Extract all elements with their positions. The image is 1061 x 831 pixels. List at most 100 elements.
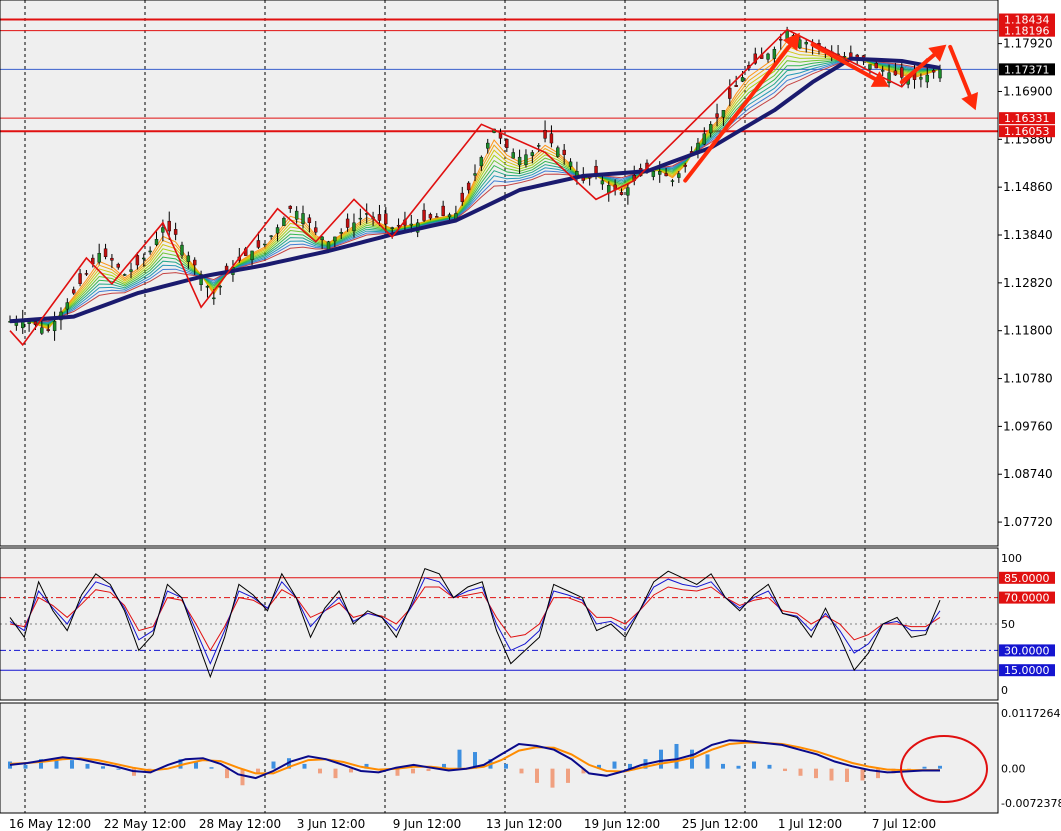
bear-candle xyxy=(33,321,38,326)
bear-candle xyxy=(683,164,687,167)
bull-candle xyxy=(40,327,44,334)
bear-candle xyxy=(549,133,554,144)
macd-bar-positive xyxy=(674,743,679,769)
macd-bar-negative xyxy=(783,768,787,772)
macd-bar-positive xyxy=(690,749,694,769)
bull-candle xyxy=(517,156,522,166)
bull-candle xyxy=(212,297,216,300)
bull-candle xyxy=(658,171,662,175)
price-level-label-bg xyxy=(999,125,1055,138)
price-panel-frame xyxy=(0,0,999,547)
bear-candle xyxy=(728,87,732,99)
macd-bar-positive xyxy=(938,765,942,769)
bear-candle xyxy=(562,149,566,155)
macd-bar-negative xyxy=(550,768,555,788)
stochastic-axis: 100 50 0 85.0000 70.0000 30.0000 15.0000 xyxy=(999,552,1055,697)
bear-candle xyxy=(71,289,76,294)
macd-bar-positive xyxy=(659,749,663,769)
bear-candle xyxy=(931,70,936,73)
price-panel[interactable]: 1.179201.169001.158801.148601.138401.128… xyxy=(0,0,1055,547)
macd-bar-negative xyxy=(240,768,245,786)
stochastic-level-label: 70.0000 xyxy=(1004,592,1050,605)
bull-candle xyxy=(358,217,363,220)
bull-candle xyxy=(161,227,165,233)
time-tick-label: 19 Jun 12:00 xyxy=(584,817,660,831)
macd-bar-negative xyxy=(798,768,803,776)
trend-arrow-shaft xyxy=(899,52,937,85)
price-level-label-bg xyxy=(999,112,1055,125)
macd-bar-negative xyxy=(349,768,353,773)
stochastic-tick-label: 0 xyxy=(1001,684,1008,697)
macd-bar-positive xyxy=(473,752,477,769)
macd-bar-negative xyxy=(225,768,229,779)
macd-panel-background xyxy=(0,703,998,813)
bull-candle xyxy=(199,274,203,286)
stochastic-level-label-bg xyxy=(999,571,1055,584)
bear-candle xyxy=(377,214,382,221)
macd-bar-positive xyxy=(39,759,43,769)
macd-bar-negative xyxy=(845,768,849,782)
bear-candle xyxy=(110,257,114,261)
macd-panel[interactable]: 0.0117264 0.00 -0.0072378 xyxy=(0,702,1061,814)
bull-candle xyxy=(27,321,31,324)
bull-candle xyxy=(154,239,159,245)
ema-slow-line xyxy=(9,56,941,324)
bull-candle xyxy=(250,250,254,260)
macd-bar-positive xyxy=(194,761,198,769)
time-tick-label: 28 May 12:00 xyxy=(199,817,281,831)
macd-bar-positive xyxy=(85,763,90,769)
stochastic-panel[interactable]: 100 50 0 85.0000 70.0000 30.0000 15.0000 xyxy=(0,547,1055,701)
bull-candle xyxy=(218,285,222,288)
trend-arrow-shaft xyxy=(683,43,793,183)
macd-panel-frame xyxy=(0,702,999,814)
bull-candle xyxy=(52,321,57,332)
bull-candle xyxy=(447,214,452,218)
bull-candle xyxy=(511,152,515,159)
bear-candle xyxy=(435,216,439,218)
macd-bar-negative xyxy=(891,768,896,774)
bear-candle xyxy=(396,224,401,227)
macd-bar-positive xyxy=(364,763,369,769)
stochastic-level-label: 85.0000 xyxy=(1004,572,1050,585)
price-tick-label: 1.14860 xyxy=(1003,180,1053,194)
macd-tick-label: 0.00 xyxy=(1001,763,1026,776)
price-tick-label: 1.09760 xyxy=(1003,419,1053,433)
bear-candle xyxy=(78,273,82,284)
time-tick-label: 22 May 12:00 xyxy=(104,817,186,831)
highlight-circle xyxy=(900,735,988,803)
time-tick-label: 16 May 12:00 xyxy=(9,817,91,831)
bull-candle xyxy=(339,231,343,234)
macd-bar-positive xyxy=(54,758,59,769)
bear-candle xyxy=(288,205,292,209)
macd-bar-positive xyxy=(271,761,276,769)
macd-bar-negative xyxy=(132,768,136,776)
macd-bar-negative xyxy=(535,768,539,783)
trend-arrow-shaft xyxy=(948,44,972,98)
bull-candle xyxy=(390,227,394,229)
macd-grid xyxy=(24,703,866,813)
current-price-label-bg xyxy=(999,63,1055,76)
bull-candle xyxy=(320,236,324,241)
bull-candle xyxy=(148,250,152,253)
macd-bar-negative xyxy=(426,768,431,772)
price-level-label: 1.16053 xyxy=(1004,125,1050,138)
bull-candle xyxy=(333,236,337,242)
bull-candle xyxy=(122,274,127,276)
macd-bar-positive xyxy=(457,749,462,769)
bear-candle xyxy=(779,38,783,41)
trend-arrow-head xyxy=(782,32,800,51)
macd-bar-positive xyxy=(101,766,105,769)
stochastic-panel-frame xyxy=(0,547,999,701)
bear-candle xyxy=(314,227,318,233)
bull-candle xyxy=(486,142,490,149)
bear-candle xyxy=(460,192,464,202)
time-tick-label: 3 Jun 12:00 xyxy=(297,817,366,831)
macd-bar-positive xyxy=(752,761,756,769)
macd-bar-negative xyxy=(333,768,338,779)
bull-candle xyxy=(651,171,656,177)
bear-candle xyxy=(874,63,879,69)
macd-tick-label: 0.0117264 xyxy=(1001,707,1061,720)
bear-candle xyxy=(441,205,445,216)
bear-candle xyxy=(715,113,719,118)
